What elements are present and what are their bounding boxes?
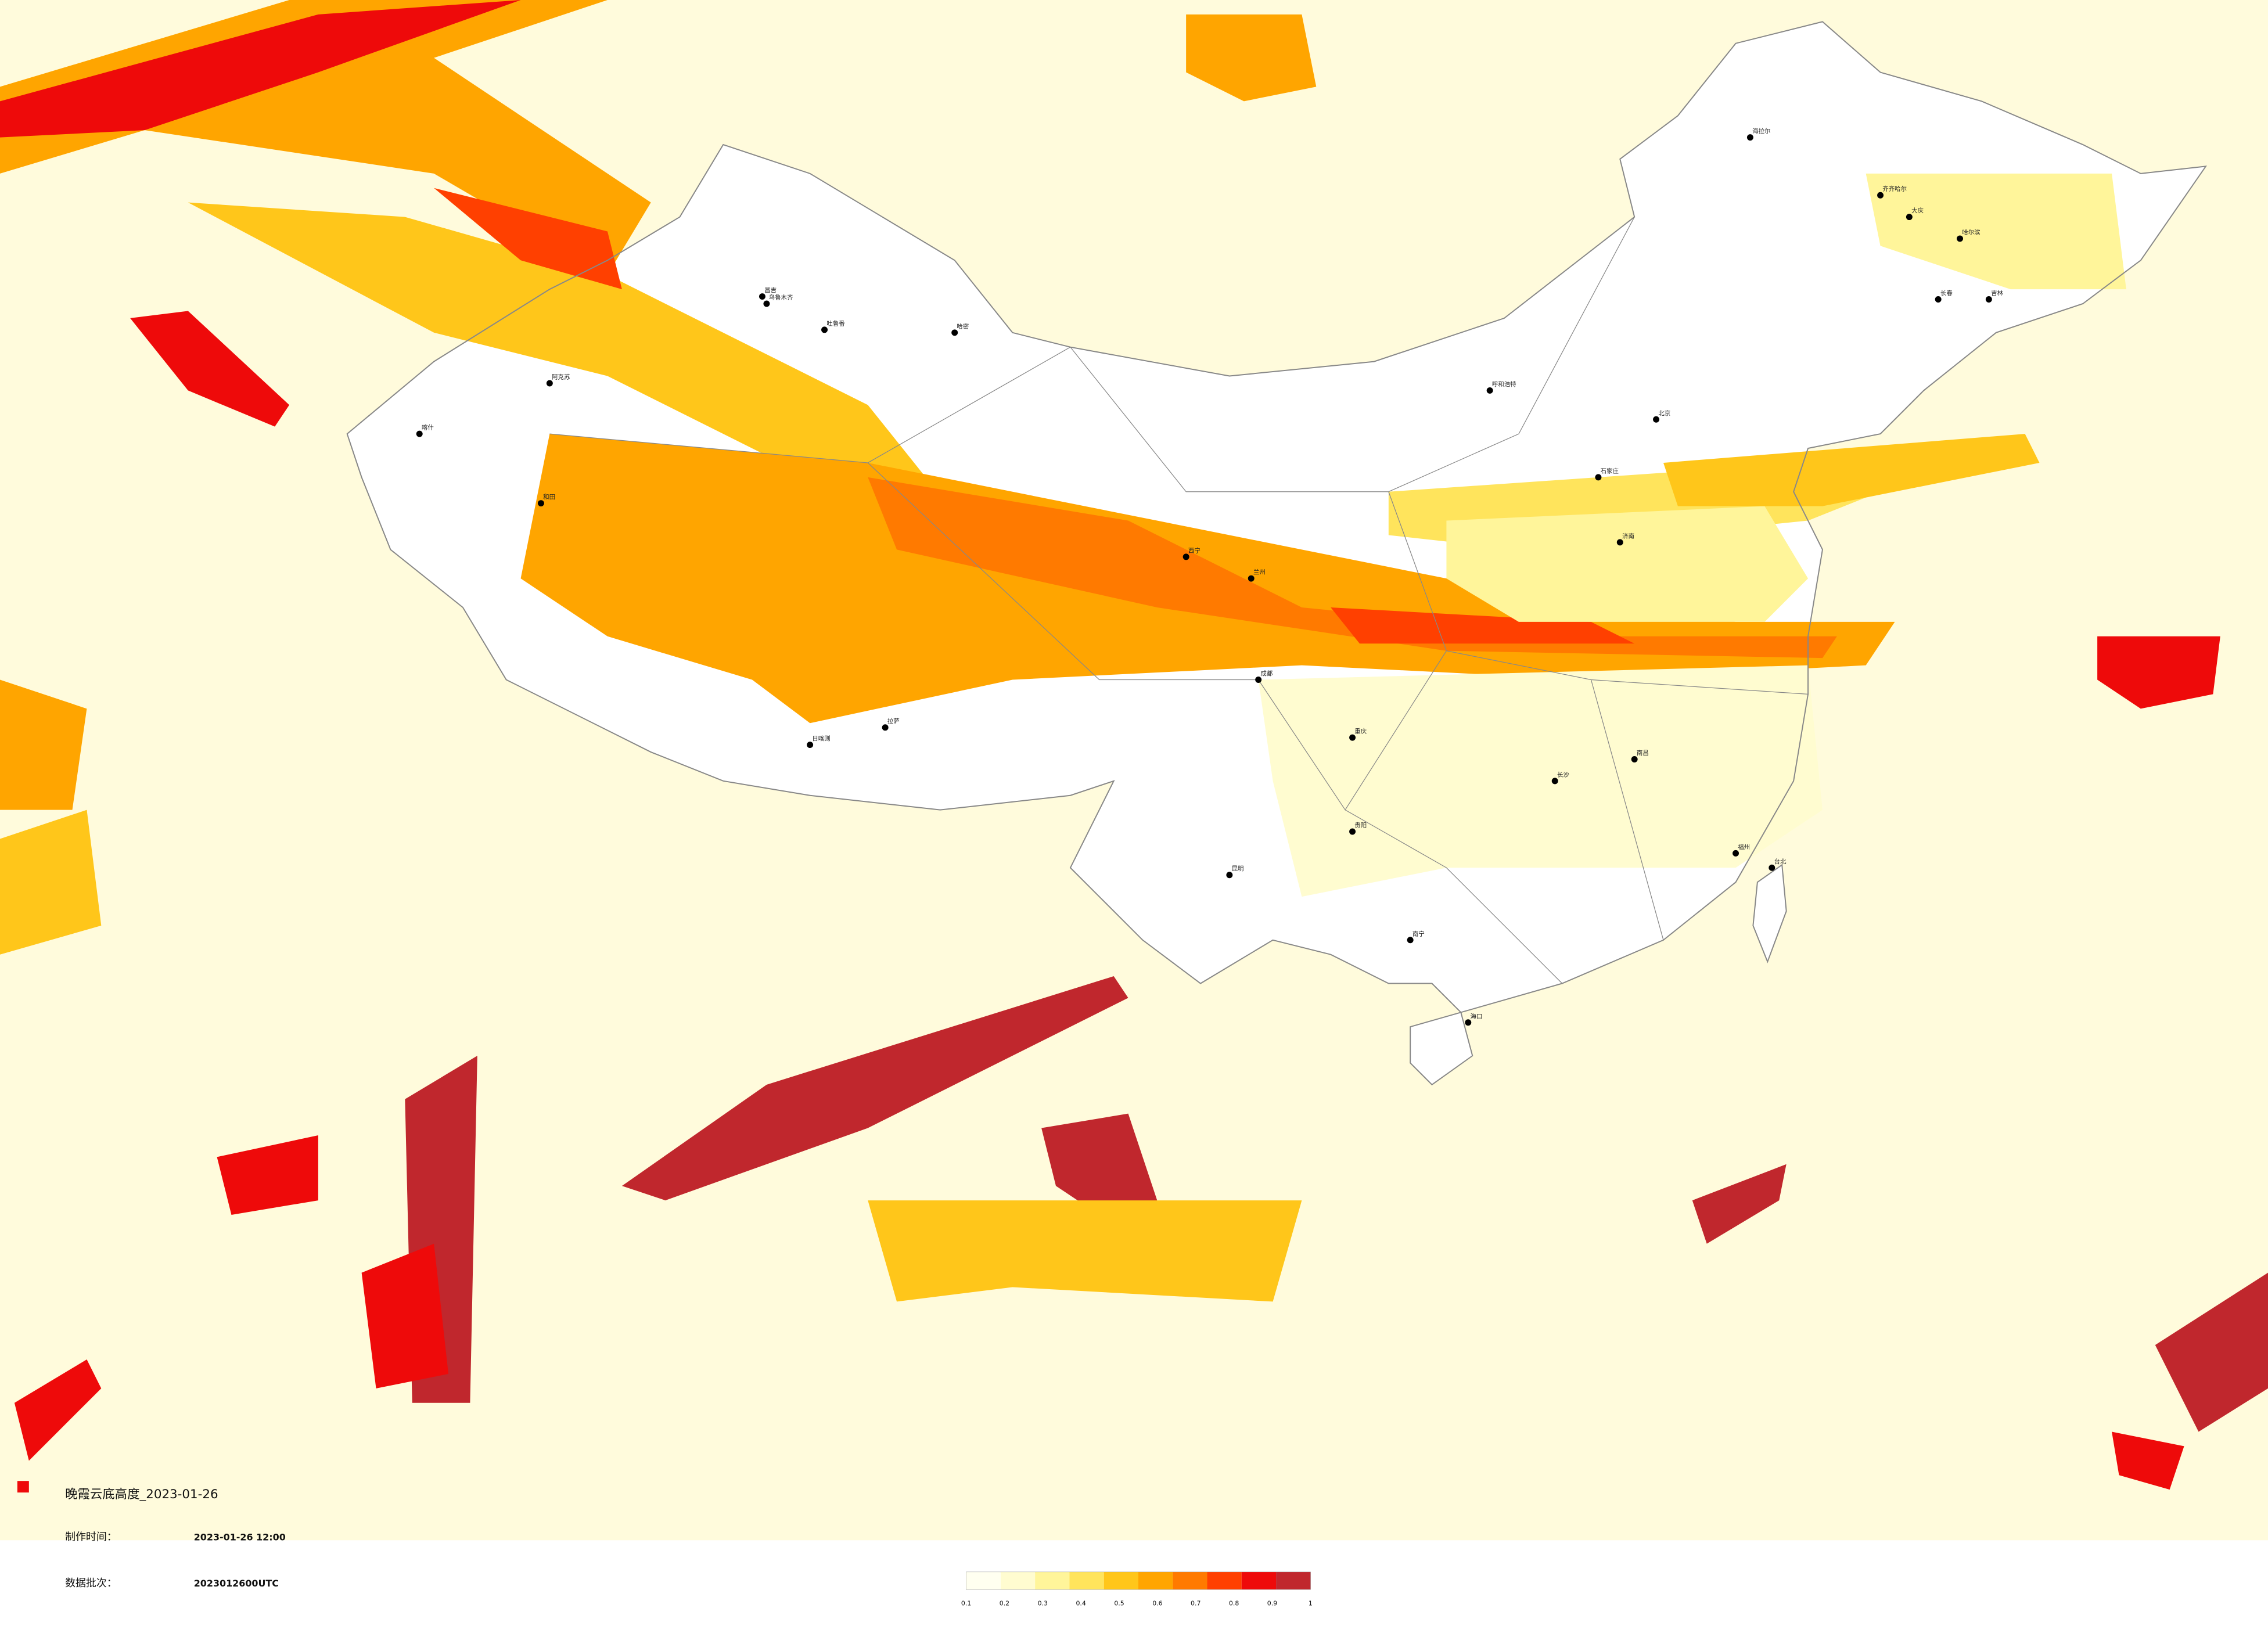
colorbar-cell — [1104, 1572, 1138, 1589]
colorbar-cell — [1241, 1572, 1277, 1589]
colorbar-tick-label: 0.2 — [1000, 1599, 1009, 1607]
colorbar-tick-label: 0.3 — [1038, 1599, 1048, 1607]
colorbar-tick-label: 0.4 — [1076, 1599, 1086, 1607]
city-label: 拉萨 — [887, 717, 900, 725]
city-label: 成都 — [1260, 670, 1273, 677]
city-label: 齐齐哈尔 — [1882, 185, 1907, 193]
city-label: 济南 — [1622, 532, 1634, 539]
city-dot — [1935, 296, 1942, 303]
boundaries — [346, 21, 2207, 1086]
city-dot — [1746, 134, 1753, 141]
city-dot — [1631, 756, 1638, 762]
city-dot — [1486, 387, 1493, 394]
city-dot — [1551, 778, 1558, 785]
city-dot — [807, 742, 814, 749]
colorbar-tick-label: 0.7 — [1191, 1599, 1201, 1607]
city-label: 乌鲁木齐 — [769, 294, 793, 301]
city-label: 北京 — [1658, 409, 1670, 417]
colorbar-cell — [1138, 1572, 1173, 1589]
city-dot — [1407, 937, 1414, 944]
city-dot — [951, 329, 958, 336]
city-dot — [416, 430, 423, 437]
city-label: 哈密 — [957, 322, 969, 330]
city-dot — [1769, 864, 1775, 871]
city-label: 西宁 — [1188, 546, 1201, 554]
city-dot — [1877, 192, 1884, 199]
batch-label: 数据批次： — [65, 1577, 117, 1589]
colorbar-tick-label: 0.5 — [1114, 1599, 1124, 1607]
city-dot — [1985, 296, 1992, 303]
city-label: 海拉尔 — [1752, 127, 1770, 135]
city-dot — [1226, 872, 1233, 879]
city-label: 贵阳 — [1354, 822, 1367, 829]
city-dot — [1595, 474, 1602, 481]
city-label: 哈尔滨 — [1962, 228, 1981, 236]
city-dot — [1957, 235, 1964, 242]
colorbar-tick-label: 0.1 — [961, 1599, 971, 1607]
city-label: 台北 — [1774, 858, 1787, 865]
city-label: 南昌 — [1637, 749, 1649, 757]
city-label: 海口 — [1471, 1012, 1483, 1020]
city-label: 长春 — [1940, 290, 1953, 297]
city-label: 南宁 — [1412, 930, 1425, 937]
colorbar-cell — [966, 1572, 1001, 1589]
city-dot — [763, 300, 770, 307]
city-label: 吐鲁番 — [826, 319, 845, 327]
caption: 晚霞云底高度_2023-01-26 制作时间： 2023-01-26 12:00… — [17, 1481, 286, 1589]
batch-value: 2023012600UTC — [194, 1578, 279, 1589]
colorbar-tick-label: 0.6 — [1152, 1599, 1162, 1607]
colorbar-tick-label: 0.8 — [1229, 1599, 1239, 1607]
city-label: 日喀则 — [812, 735, 830, 742]
city-dot — [1255, 677, 1262, 683]
city-dot — [1182, 553, 1189, 560]
city-label: 福州 — [1738, 843, 1750, 851]
city-dot — [1733, 850, 1739, 857]
city-label: 阿克苏 — [552, 373, 570, 380]
city-label: 重庆 — [1354, 728, 1367, 735]
city-dot — [546, 380, 553, 387]
city-label: 石家庄 — [1601, 467, 1619, 474]
made-value: 2023-01-26 12:00 — [194, 1531, 286, 1542]
colorbar-cell — [1276, 1572, 1311, 1589]
city-dot — [1653, 416, 1660, 423]
city-dot — [537, 500, 544, 507]
city-label: 和田 — [543, 494, 555, 501]
city-dot — [1248, 575, 1255, 582]
city-dot — [1349, 734, 1356, 741]
colorbar-cell — [1207, 1572, 1242, 1589]
city-label: 昌吉 — [764, 287, 777, 294]
city-label: 呼和浩特 — [1492, 381, 1516, 388]
colorbar-tick-label: 1 — [1309, 1599, 1313, 1607]
colorbar-cell — [1173, 1572, 1207, 1589]
city-dot — [1465, 1019, 1472, 1026]
city-label: 长沙 — [1557, 771, 1569, 778]
colorbar-cell — [1000, 1572, 1036, 1589]
title: 晚霞云底高度_2023-01-26 — [65, 1487, 218, 1502]
city-dot — [821, 326, 828, 333]
cloud-field — [0, 0, 2268, 1490]
city-dot — [882, 724, 889, 731]
city-dot — [1906, 214, 1913, 221]
city-label: 喀什 — [422, 424, 434, 431]
legend: 0.1 0.2 0.3 0.4 0.5 0.6 0.7 0.8 0.9 1 — [961, 1571, 1313, 1607]
colorbar-tick-label: 0.9 — [1267, 1599, 1277, 1607]
city-label: 大庆 — [1911, 207, 1924, 214]
colorbar-cell — [1035, 1572, 1070, 1589]
made-label: 制作时间： — [65, 1531, 117, 1543]
city-label: 昆明 — [1232, 865, 1244, 872]
city-dot — [1349, 828, 1356, 835]
colorbar-cell — [1069, 1572, 1104, 1589]
city-dot — [759, 293, 765, 300]
city-dot — [1616, 539, 1623, 546]
city-label: 兰州 — [1253, 569, 1266, 576]
caption-marker — [17, 1481, 29, 1493]
city-label: 吉林 — [1991, 289, 2003, 297]
